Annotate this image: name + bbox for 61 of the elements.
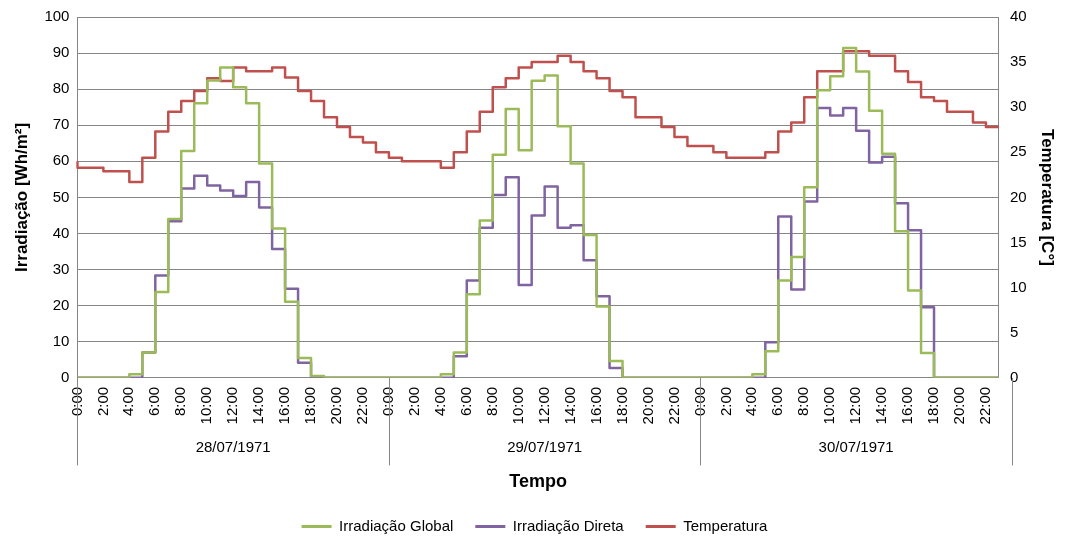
y-tick-label: 30 xyxy=(52,259,70,277)
x-tick-label: 10:00 xyxy=(197,386,215,425)
y2-axis-title: Temperatura [C°] xyxy=(1038,129,1058,266)
x-tick-label: 2:00 xyxy=(405,386,423,417)
text: 29/07/1971 xyxy=(507,437,583,455)
y-tick-label: 20 xyxy=(52,295,70,313)
x-tick-label: 4:00 xyxy=(119,386,137,417)
x-tick-label: 14:00 xyxy=(249,386,267,425)
y2-tick-label: 35 xyxy=(1009,52,1027,70)
x-tick-label: 2:00 xyxy=(93,386,111,417)
x-tick-label: 20:00 xyxy=(327,386,345,425)
x-tick-label: 2:00 xyxy=(716,386,734,417)
y2-tick-label: 20 xyxy=(1009,187,1027,205)
y-tick-label: 100 xyxy=(44,7,70,25)
y-tick-label: 0 xyxy=(61,368,70,385)
text: 28/07/1971 xyxy=(195,437,271,455)
x-tick-label: 14:00 xyxy=(560,386,578,425)
y-tick-label: 90 xyxy=(52,43,70,61)
y2-tick-label: 25 xyxy=(1009,142,1027,160)
x-tick-label: 14:00 xyxy=(872,386,890,425)
x-tick-label: 4:00 xyxy=(430,386,448,417)
x-tick-label: 16:00 xyxy=(586,386,604,425)
y-tick-label: 10 xyxy=(52,331,70,349)
y2-tick-label: 40 xyxy=(1009,7,1027,25)
x-tick-label: 18:00 xyxy=(301,386,319,425)
x-tick-label: 20:00 xyxy=(638,386,656,425)
x-tick-label: 8:00 xyxy=(482,386,500,417)
legend-label: Irradiação Global xyxy=(339,516,454,534)
x-tick-label: 18:00 xyxy=(612,386,630,425)
x-tick-label: 12:00 xyxy=(223,386,241,425)
y-tick-label: 70 xyxy=(52,115,70,133)
y2-tick-label: 5 xyxy=(1009,322,1019,340)
legend-label: Irradiação Direta xyxy=(512,516,625,534)
x-tick-label: 16:00 xyxy=(275,386,293,425)
x-axis-title: Tempo xyxy=(509,471,568,492)
x-tick-label: 10:00 xyxy=(820,386,838,425)
y-tick-label: 60 xyxy=(52,151,70,169)
x-tick-label: 8:00 xyxy=(794,386,812,417)
x-tick-label: 18:00 xyxy=(924,386,942,425)
x-tick-label: 6:00 xyxy=(456,386,474,417)
x-tick-label: 4:00 xyxy=(742,386,760,417)
x-tick-label: 20:00 xyxy=(950,386,968,425)
y2-tick-label: 15 xyxy=(1009,232,1027,250)
x-tick-label: 12:00 xyxy=(846,386,864,425)
x-tick-label: 10:00 xyxy=(508,386,526,425)
legend-label: Temperatura xyxy=(683,516,769,534)
x-tick-label: 6:00 xyxy=(145,386,163,417)
x-tick-label: 6:00 xyxy=(768,386,786,417)
y2-tick-label: 30 xyxy=(1009,97,1027,115)
x-tick-label: 16:00 xyxy=(898,386,916,425)
x-tick-label: 12:00 xyxy=(534,386,552,425)
x-tick-label: 22:00 xyxy=(976,386,994,425)
x-tick-label: 22:00 xyxy=(664,386,682,425)
y-axis-title: Irradiação [Wh/m²] xyxy=(11,122,31,273)
y2-tick-label: 10 xyxy=(1009,277,1027,295)
y-tick-label: 50 xyxy=(52,187,70,205)
y-tick-label: 40 xyxy=(52,223,70,241)
text: 30/07/1971 xyxy=(818,437,894,455)
x-tick-label: 22:00 xyxy=(353,386,371,425)
y-tick-label: 80 xyxy=(52,79,70,97)
x-tick-label: 8:00 xyxy=(171,386,189,417)
